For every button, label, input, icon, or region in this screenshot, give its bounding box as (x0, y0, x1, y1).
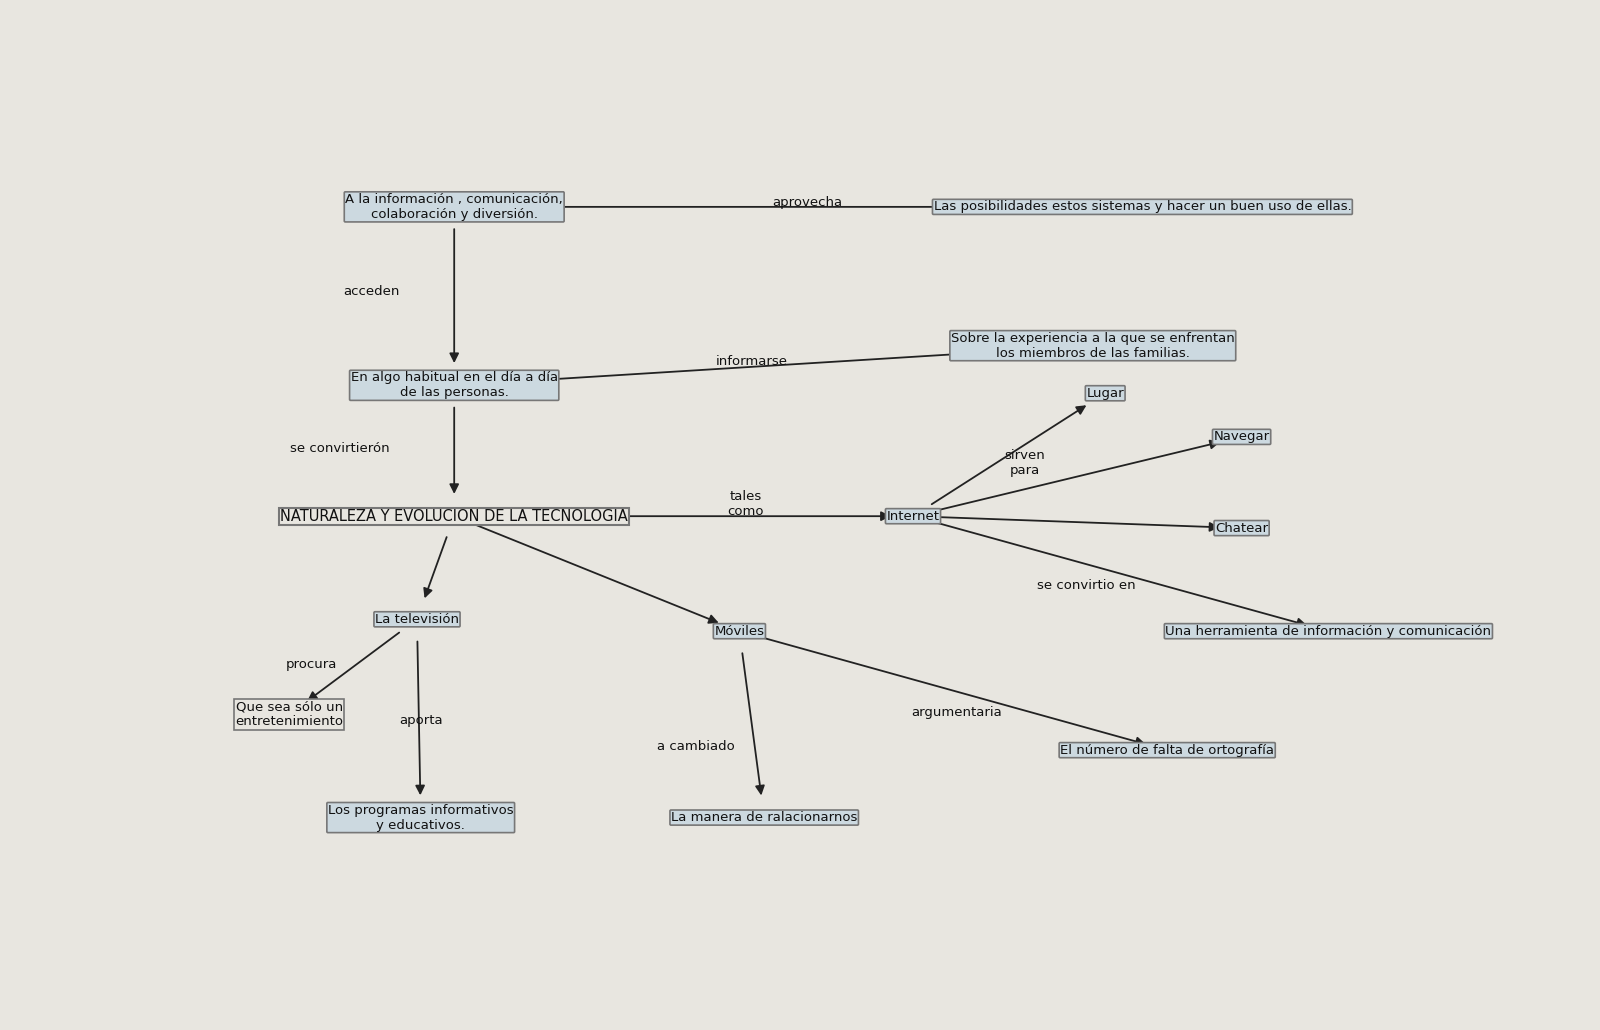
Text: aporta: aporta (398, 714, 443, 726)
Text: informarse: informarse (715, 355, 787, 368)
Text: Lugar: Lugar (1086, 386, 1125, 400)
Text: sirven
para: sirven para (1005, 449, 1045, 477)
Text: El número de falta de ortografía: El número de falta de ortografía (1061, 744, 1274, 757)
Text: Los programas informativos
y educativos.: Los programas informativos y educativos. (328, 803, 514, 831)
Text: Internet: Internet (886, 510, 939, 522)
Text: Sobre la experiencia a la que se enfrentan
los miembros de las familias.: Sobre la experiencia a la que se enfrent… (950, 332, 1235, 359)
Text: Una herramienta de información y comunicación: Una herramienta de información y comunic… (1165, 624, 1491, 638)
Text: A la información , comunicación,
colaboración y diversión.: A la información , comunicación, colabor… (346, 193, 563, 220)
Text: Navegar: Navegar (1213, 431, 1270, 443)
Text: NATURALEZA Y EVOLUCION DE LA TECNOLOGIA: NATURALEZA Y EVOLUCION DE LA TECNOLOGIA (280, 509, 629, 523)
Text: Que sea sólo un
entretenimiento: Que sea sólo un entretenimiento (235, 700, 344, 728)
Text: Las posibilidades estos sistemas y hacer un buen uso de ellas.: Las posibilidades estos sistemas y hacer… (933, 201, 1352, 213)
Text: aprovecha: aprovecha (773, 197, 843, 209)
Text: se convirtio en: se convirtio en (1037, 579, 1136, 591)
Text: Móviles: Móviles (714, 624, 765, 638)
Text: procura: procura (286, 658, 338, 671)
Text: acceden: acceden (342, 285, 400, 299)
Text: argumentaria: argumentaria (910, 706, 1002, 719)
Text: En algo habitual en el día a día
de las personas.: En algo habitual en el día a día de las … (350, 372, 558, 400)
Text: tales
como: tales como (728, 490, 763, 518)
Text: Chatear: Chatear (1214, 521, 1269, 535)
Text: La televisión: La televisión (374, 613, 459, 626)
Text: se convirtierón: se convirtierón (290, 442, 390, 455)
Text: a cambiado: a cambiado (658, 740, 734, 753)
Text: La manera de ralacionarnos: La manera de ralacionarnos (670, 811, 858, 824)
